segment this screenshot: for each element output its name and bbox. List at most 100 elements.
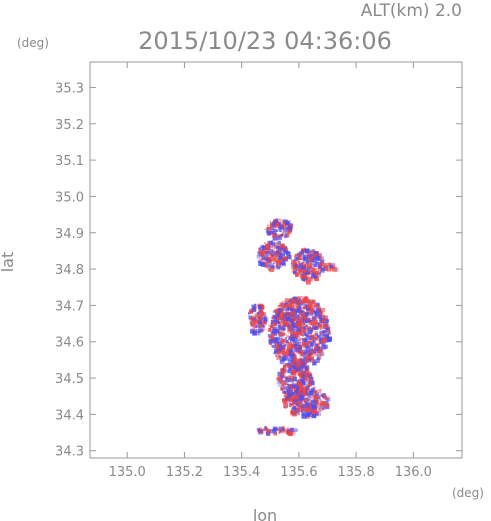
echo-cell bbox=[315, 358, 320, 363]
echo-cell bbox=[280, 260, 285, 265]
echo-cell bbox=[305, 378, 308, 381]
echo-cell bbox=[276, 250, 280, 254]
echo-cell bbox=[272, 257, 276, 261]
echo-cell bbox=[278, 324, 281, 328]
echo-cell bbox=[298, 382, 303, 387]
echo-cell bbox=[322, 393, 327, 398]
echo-cell bbox=[293, 367, 296, 370]
echo-cluster bbox=[276, 360, 315, 400]
echo-cell bbox=[323, 318, 328, 323]
echo-cell bbox=[330, 267, 332, 269]
echo-cell bbox=[298, 301, 302, 304]
echo-cell bbox=[269, 230, 274, 234]
echo-cell bbox=[310, 330, 313, 333]
echo-cell bbox=[281, 306, 285, 310]
echo-cell bbox=[296, 326, 302, 332]
echo-cell bbox=[277, 428, 280, 432]
echo-cell bbox=[280, 325, 285, 330]
echo-cell bbox=[257, 305, 262, 310]
echo-cell bbox=[305, 261, 309, 264]
echo-cell bbox=[312, 391, 317, 396]
echo-cell bbox=[319, 321, 323, 324]
echo-cell bbox=[318, 314, 322, 319]
echo-cell bbox=[287, 397, 289, 400]
echo-cell bbox=[310, 401, 314, 405]
echo-cell bbox=[271, 339, 274, 342]
echo-cell bbox=[287, 325, 290, 328]
echo-cell bbox=[305, 402, 307, 405]
echo-cell bbox=[289, 364, 295, 370]
x-tick-label: 135.4 bbox=[223, 465, 260, 480]
echo-cell bbox=[288, 224, 294, 229]
echo-cell bbox=[260, 324, 264, 328]
echo-cell bbox=[281, 338, 284, 340]
echo-cell bbox=[279, 360, 284, 364]
echo-cell bbox=[280, 219, 283, 221]
echo-cell bbox=[302, 296, 306, 300]
echo-cell bbox=[309, 380, 313, 384]
echo-cell bbox=[269, 259, 273, 263]
echo-cell bbox=[308, 358, 312, 362]
echo-cell bbox=[291, 330, 294, 334]
echo-cell bbox=[305, 277, 309, 281]
echo-cell bbox=[306, 279, 311, 285]
echo-cell bbox=[314, 307, 319, 312]
echo-cell bbox=[266, 224, 272, 230]
echo-cell bbox=[314, 267, 317, 271]
echo-cell bbox=[264, 320, 267, 323]
echo-cell bbox=[290, 334, 295, 339]
echo-cell bbox=[314, 325, 319, 331]
x-tick-label: 136.0 bbox=[395, 465, 432, 480]
echo-cell bbox=[314, 393, 317, 396]
echo-cell bbox=[270, 255, 274, 259]
echo-cell bbox=[324, 266, 327, 269]
echo-cell bbox=[291, 364, 295, 368]
echo-cell bbox=[270, 325, 273, 328]
echo-cell bbox=[284, 247, 289, 252]
echo-cell bbox=[312, 316, 317, 321]
y-tick-label: 34.8 bbox=[55, 263, 84, 278]
echo-cell bbox=[297, 412, 300, 416]
echo-cell bbox=[290, 266, 294, 269]
y-tick-label: 35.2 bbox=[55, 118, 84, 133]
echo-cell bbox=[280, 313, 284, 318]
echo-cell bbox=[288, 225, 292, 230]
echo-cell bbox=[316, 354, 319, 356]
echo-cell bbox=[282, 376, 285, 379]
echo-cell bbox=[271, 321, 274, 324]
x-axis-label: lon bbox=[253, 506, 277, 521]
echo-cell bbox=[320, 325, 323, 328]
echo-cell bbox=[317, 324, 323, 329]
echo-cell bbox=[276, 379, 282, 384]
echo-cell bbox=[280, 372, 285, 376]
echo-cell bbox=[326, 267, 331, 272]
echo-cell bbox=[296, 316, 302, 322]
echo-cell bbox=[305, 249, 310, 253]
echo-cell bbox=[283, 403, 288, 408]
echo-cell bbox=[255, 328, 258, 331]
echo-cell bbox=[290, 331, 295, 336]
echo-cell bbox=[273, 262, 276, 264]
echo-cell bbox=[278, 347, 282, 351]
echo-cell bbox=[303, 317, 308, 321]
echo-cell bbox=[300, 264, 303, 267]
echo-cell bbox=[283, 395, 286, 398]
echo-cell bbox=[298, 311, 303, 316]
echo-cell bbox=[283, 363, 288, 368]
echo-cell bbox=[258, 307, 264, 313]
echo-cell bbox=[300, 249, 304, 252]
echo-cluster bbox=[321, 262, 339, 272]
echo-cell bbox=[314, 331, 318, 335]
echo-cell bbox=[308, 351, 312, 355]
echo-cell bbox=[317, 335, 320, 338]
echo-cell bbox=[306, 254, 309, 257]
echo-cell bbox=[311, 251, 314, 254]
echo-cell bbox=[303, 327, 306, 330]
echo-cell bbox=[310, 328, 314, 331]
echo-cell bbox=[298, 307, 301, 311]
echo-cell bbox=[291, 406, 294, 409]
echo-cell bbox=[271, 254, 275, 257]
echo-cell bbox=[294, 322, 299, 327]
echo-cell bbox=[284, 380, 289, 386]
echo-cell bbox=[295, 363, 301, 369]
